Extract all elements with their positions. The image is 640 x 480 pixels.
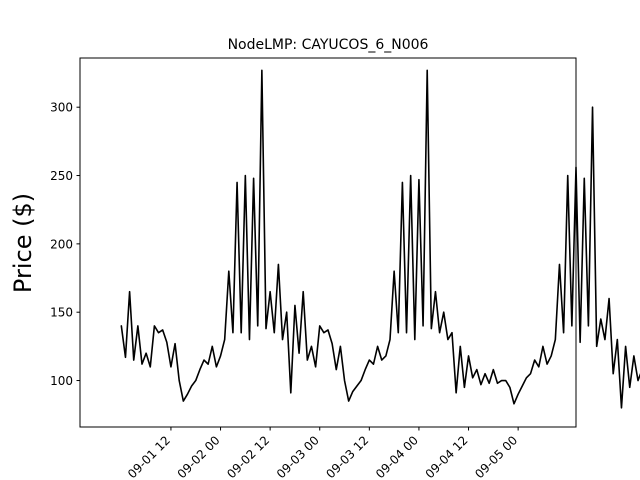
chart-title: NodeLMP: CAYUCOS_6_N006 xyxy=(228,37,429,53)
y-tick-label: 300 xyxy=(50,101,73,115)
y-tick-label: 250 xyxy=(50,169,73,183)
y-tick-label: 200 xyxy=(50,237,73,251)
y-tick-label: 100 xyxy=(50,374,73,388)
plot-frame xyxy=(79,57,577,428)
series-line xyxy=(120,69,640,409)
y-axis-label: Price ($) xyxy=(9,193,37,293)
y-tick-label: 150 xyxy=(50,306,73,320)
